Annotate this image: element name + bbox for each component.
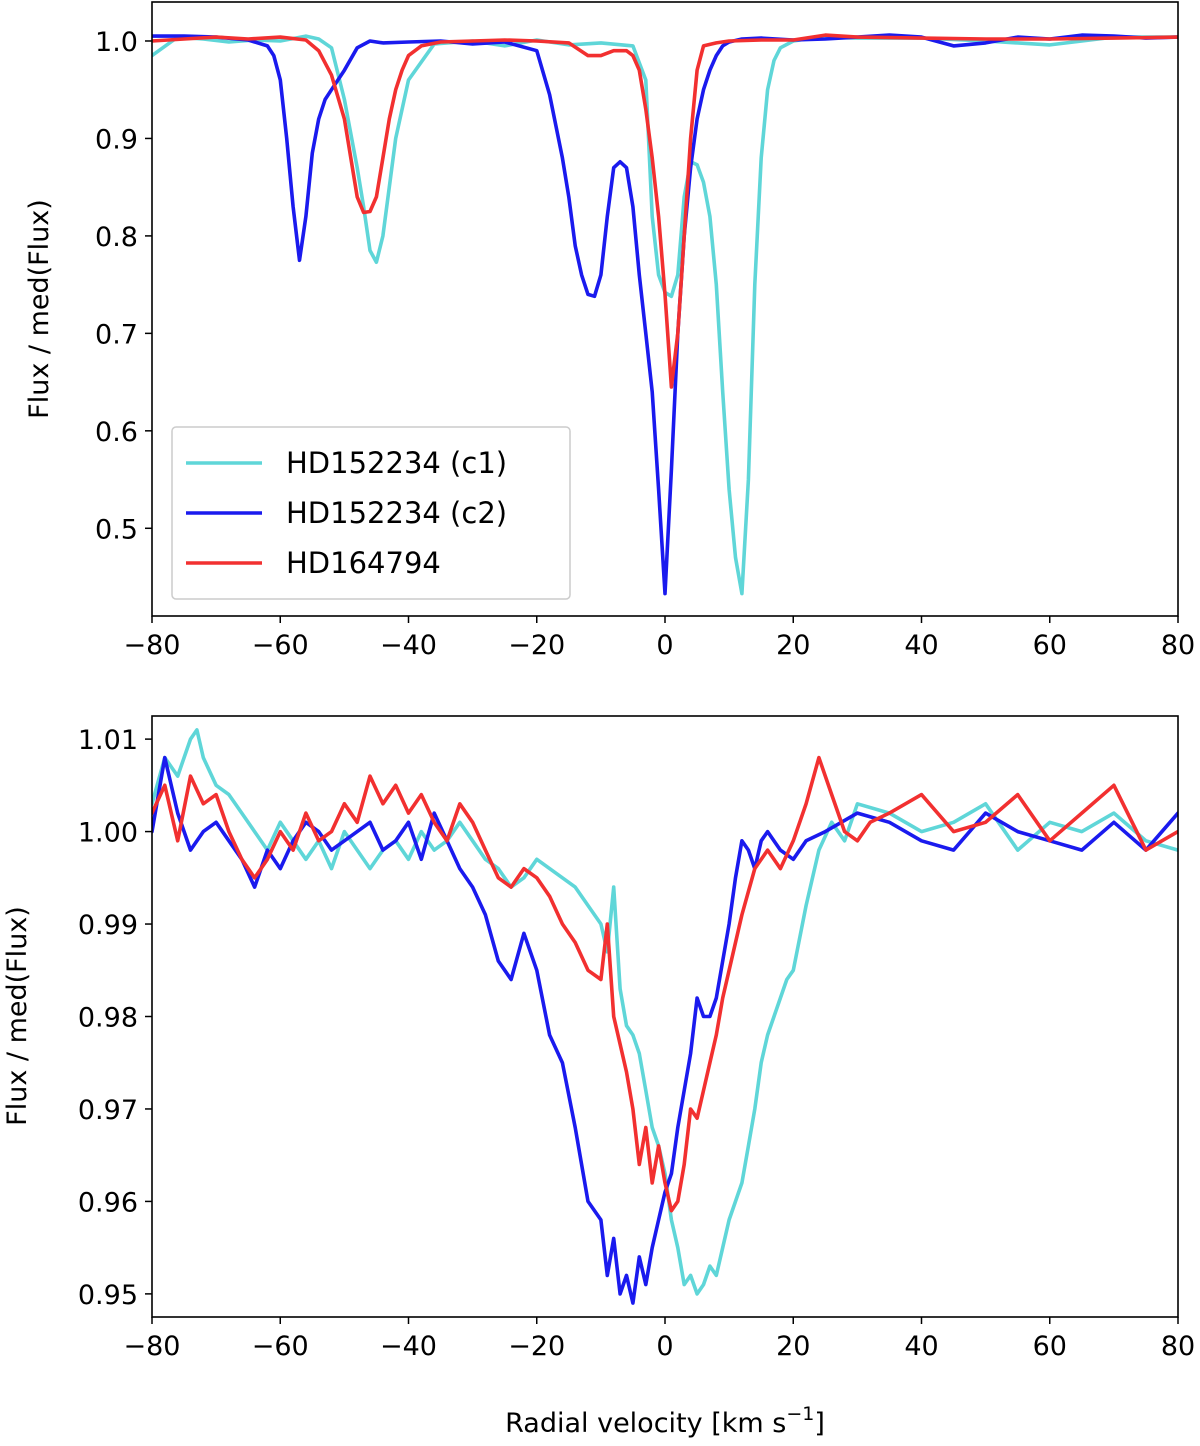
x-axis-title: Radial velocity [km s−1] xyxy=(505,1403,825,1439)
x-tick-label: 80 xyxy=(1161,630,1195,661)
bottom-panel-ticks: −80 −60 −40 −20 0 20 40 60 80 0.95 0.96 0.97 0.98 0.9… xyxy=(78,725,1195,1362)
x-tick-label: 40 xyxy=(904,630,938,661)
x-tick-label: 80 xyxy=(1161,1331,1195,1362)
y-tick-label: 1.01 xyxy=(78,725,138,756)
series-line-hd152234-c1 xyxy=(152,34,1178,596)
x-tick-label: 60 xyxy=(1033,1331,1067,1362)
series-line-hd152234-c2 xyxy=(152,755,1178,1305)
bottom-panel-series xyxy=(152,728,1178,1305)
bottom-panel-ylabel: Flux / med(Flux) xyxy=(2,906,33,1126)
series-line-hd164794 xyxy=(152,755,1178,1213)
legend-label: HD152234 (c1) xyxy=(286,446,507,480)
y-tick-label: 0.9 xyxy=(95,124,138,155)
legend-box xyxy=(171,426,571,600)
x-tick-label: −80 xyxy=(124,630,181,661)
y-tick-label: 1.00 xyxy=(78,818,138,849)
x-tick-label: 20 xyxy=(776,1331,810,1362)
top-panel-frame xyxy=(151,1,1179,617)
x-tick-label: 0 xyxy=(656,1331,673,1362)
bottom-panel-frame xyxy=(151,715,1179,1318)
x-tick-label: 20 xyxy=(776,630,810,661)
x-tick-label: −80 xyxy=(124,1331,181,1362)
y-tick-label: 1.0 xyxy=(95,27,138,58)
legend-label: HD152234 (c2) xyxy=(286,496,507,530)
y-tick-label: 0.99 xyxy=(78,910,138,941)
y-tick-label: 0.97 xyxy=(78,1095,138,1126)
y-tick-label: 0.98 xyxy=(78,1003,138,1034)
legend-label: HD164794 xyxy=(286,546,441,580)
y-tick-label: 0.6 xyxy=(95,417,138,448)
x-tick-label: 0 xyxy=(656,630,673,661)
x-tick-label: −60 xyxy=(252,630,309,661)
x-axis-title-end: ] xyxy=(814,1408,825,1439)
top-panel: −80 −60 −40 −20 0 20 40 60 800.50.60.70.80.91.0 … xyxy=(24,1,1195,661)
y-tick-label: 0.5 xyxy=(95,514,138,545)
top-panel-series xyxy=(152,33,1178,596)
x-tick-label: 40 xyxy=(904,1331,938,1362)
y-tick-label: 0.7 xyxy=(95,319,138,350)
series-line-hd152234-c1 xyxy=(152,728,1178,1296)
x-tick-label: 60 xyxy=(1033,630,1067,661)
y-tick-label: 0.8 xyxy=(95,222,138,253)
x-axis-title-sup: −1 xyxy=(786,1403,814,1425)
series-line-hd152234-c2 xyxy=(152,33,1178,596)
x-tick-label: −20 xyxy=(508,630,565,661)
bottom-panel: −80 −60 −40 −20 0 20 40 60 80 0.95 0.96 0.97 0.98 0.9… xyxy=(2,715,1195,1439)
top-panel-ylabel: Flux / med(Flux) xyxy=(24,199,55,419)
x-tick-label: −60 xyxy=(252,1331,309,1362)
x-tick-label: −40 xyxy=(380,1331,437,1362)
top-panel-ticks: −80 −60 −40 −20 0 20 40 60 80 0.5 0.6 0.7 0.8 0.9 1.0 xyxy=(95,27,1195,661)
x-axis-title-main: Radial velocity [km s xyxy=(505,1408,786,1439)
series-line-hd164794 xyxy=(152,33,1178,389)
x-tick-label: −40 xyxy=(380,630,437,661)
y-tick-label: 0.95 xyxy=(78,1280,138,1311)
legend: HD152234 (c1) HD152234 (c2) HD164794 xyxy=(171,426,571,600)
x-tick-label: −20 xyxy=(508,1331,565,1362)
y-tick-label: 0.96 xyxy=(78,1187,138,1218)
